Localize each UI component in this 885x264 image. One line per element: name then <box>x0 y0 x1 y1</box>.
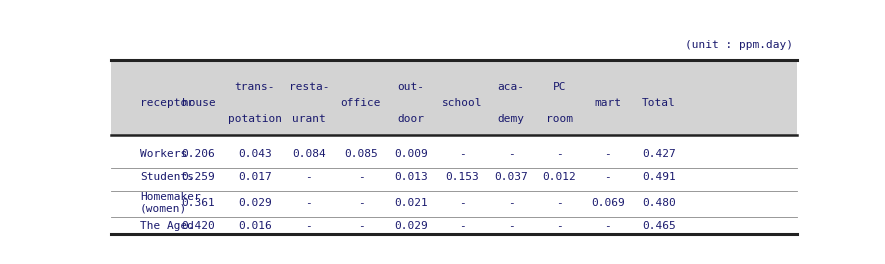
Text: mart: mart <box>595 98 621 108</box>
Text: 0.029: 0.029 <box>238 198 272 208</box>
Text: 0.069: 0.069 <box>591 198 625 208</box>
Text: 0.013: 0.013 <box>394 172 428 182</box>
Text: 0.084: 0.084 <box>292 149 326 159</box>
Text: urant: urant <box>292 114 326 124</box>
Text: -: - <box>604 172 612 182</box>
Text: Homemaker
(women): Homemaker (women) <box>140 192 201 214</box>
Text: 0.491: 0.491 <box>642 172 675 182</box>
Text: -: - <box>305 172 312 182</box>
Text: (unit : ppm.day): (unit : ppm.day) <box>685 40 793 50</box>
Text: -: - <box>556 221 563 232</box>
Text: -: - <box>508 221 514 232</box>
Text: house: house <box>181 98 215 108</box>
Text: -: - <box>508 149 514 159</box>
Text: PC: PC <box>552 82 566 92</box>
Text: -: - <box>358 172 365 182</box>
Text: office: office <box>341 98 381 108</box>
Text: -: - <box>358 198 365 208</box>
Text: 0.043: 0.043 <box>238 149 272 159</box>
Text: -: - <box>305 198 312 208</box>
Text: -: - <box>604 149 612 159</box>
Text: 0.153: 0.153 <box>446 172 480 182</box>
Text: -: - <box>508 198 514 208</box>
Text: demy: demy <box>497 114 525 124</box>
Text: 0.021: 0.021 <box>394 198 428 208</box>
Text: room: room <box>546 114 573 124</box>
Text: 0.017: 0.017 <box>238 172 272 182</box>
Text: aca-: aca- <box>497 82 525 92</box>
Text: potation: potation <box>227 114 281 124</box>
Text: The Aged: The Aged <box>140 221 194 232</box>
Text: 0.016: 0.016 <box>238 221 272 232</box>
Text: 0.420: 0.420 <box>181 221 215 232</box>
Text: 0.259: 0.259 <box>181 172 215 182</box>
Text: door: door <box>397 114 425 124</box>
Text: 0.009: 0.009 <box>394 149 428 159</box>
Text: 0.029: 0.029 <box>394 221 428 232</box>
Text: -: - <box>459 149 466 159</box>
Text: -: - <box>358 221 365 232</box>
Text: receptor: receptor <box>140 98 194 108</box>
Text: 0.361: 0.361 <box>181 198 215 208</box>
Text: -: - <box>459 221 466 232</box>
Text: Total: Total <box>642 98 675 108</box>
Text: -: - <box>459 198 466 208</box>
Text: trans-: trans- <box>235 82 275 92</box>
Text: Workers: Workers <box>140 149 188 159</box>
Text: 0.206: 0.206 <box>181 149 215 159</box>
Text: 0.427: 0.427 <box>642 149 675 159</box>
Text: -: - <box>604 221 612 232</box>
Text: -: - <box>556 198 563 208</box>
Text: 0.012: 0.012 <box>543 172 576 182</box>
Text: out-: out- <box>397 82 425 92</box>
Text: school: school <box>442 98 482 108</box>
Text: 0.480: 0.480 <box>642 198 675 208</box>
Text: -: - <box>556 149 563 159</box>
Text: 0.465: 0.465 <box>642 221 675 232</box>
Text: 0.037: 0.037 <box>495 172 528 182</box>
Text: resta-: resta- <box>289 82 329 92</box>
Text: Students: Students <box>140 172 194 182</box>
Text: 0.085: 0.085 <box>344 149 378 159</box>
Bar <box>111 60 796 135</box>
Text: -: - <box>305 221 312 232</box>
